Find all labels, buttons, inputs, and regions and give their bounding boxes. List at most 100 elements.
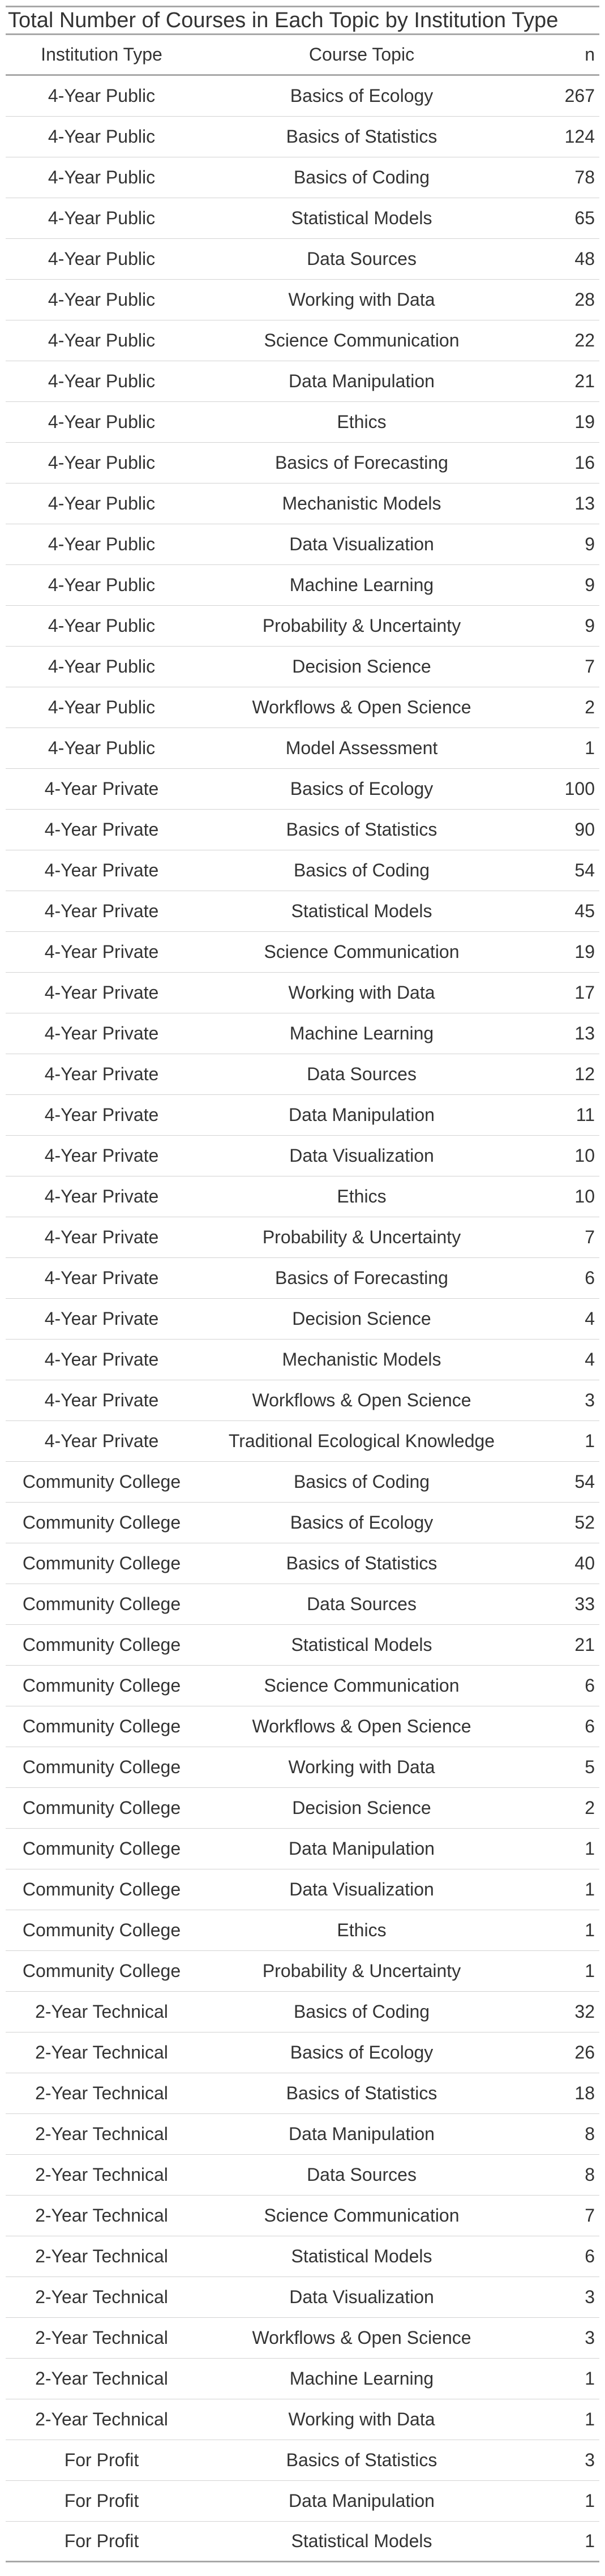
institution-type-cell: 4-Year Private: [44, 1227, 159, 1247]
count-cell: 7: [585, 656, 595, 677]
course-topic-cell: Basics of Statistics: [286, 126, 437, 147]
table-row: Community College Statistical Models 21: [6, 1625, 599, 1666]
institution-type-cell: 2-Year Technical: [35, 2042, 168, 2062]
count-cell: 22: [574, 330, 595, 350]
institution-type-cell: 4-Year Public: [48, 738, 156, 758]
course-topic-cell: Statistical Models: [291, 2531, 432, 2551]
count-cell: 2: [585, 697, 595, 717]
institution-type-cell: 2-Year Technical: [35, 2124, 168, 2144]
count-cell: 65: [574, 208, 595, 228]
table-row: 4-Year Public Science Communication 22: [6, 320, 599, 361]
count-cell: 1: [585, 2491, 595, 2511]
institution-type-cell: 4-Year Private: [44, 860, 159, 880]
count-cell: 78: [574, 167, 595, 187]
institution-type-cell: 4-Year Public: [48, 371, 156, 391]
institution-type-cell: 4-Year Public: [48, 167, 156, 187]
count-cell: 1: [585, 738, 595, 758]
count-cell: 13: [574, 1023, 595, 1043]
table-row: Community College Workflows & Open Scienc…: [6, 1706, 599, 1747]
count-cell: 1: [585, 1961, 595, 1981]
table-row: 2-Year Technical Statistical Models 6: [6, 2236, 599, 2277]
count-cell: 5: [585, 1757, 595, 1777]
course-topic-cell: Machine Learning: [289, 2368, 434, 2389]
count-cell: 267: [564, 85, 595, 106]
course-topic-cell: Probability & Uncertainty: [262, 1961, 461, 1981]
table-row: Community College Basics of Statistics 40: [6, 1543, 599, 1584]
institution-type-cell: 2-Year Technical: [35, 2164, 168, 2185]
table-row: 4-Year Private Traditional Ecological Kno…: [6, 1421, 599, 1462]
course-topic-cell: Decision Science: [292, 1798, 431, 1818]
count-cell: 54: [574, 1471, 595, 1492]
course-topic-cell: Basics of Forecasting: [275, 452, 448, 473]
count-cell: 33: [574, 1594, 595, 1614]
count-cell: 48: [574, 249, 595, 269]
institution-type-cell: 4-Year Public: [48, 452, 156, 473]
table-row: For Profit Basics of Statistics 3: [6, 2440, 599, 2481]
course-topic-cell: Basics of Coding: [293, 2001, 430, 2022]
course-topic-cell: Data Sources: [307, 1594, 417, 1614]
count-cell: 100: [564, 778, 595, 799]
count-cell: 11: [576, 1105, 595, 1125]
count-cell: 13: [574, 493, 595, 514]
course-topic-cell: Basics of Coding: [293, 1471, 430, 1492]
course-topic-cell: Machine Learning: [289, 575, 434, 595]
count-cell: 10: [574, 1186, 595, 1206]
table-row: 2-Year Technical Working with Data 1: [6, 2399, 599, 2440]
institution-type-cell: 4-Year Private: [44, 778, 159, 799]
count-cell: 54: [574, 860, 595, 880]
institution-type-cell: 4-Year Public: [48, 615, 156, 636]
institution-type-cell: 4-Year Public: [48, 126, 156, 147]
table-row: 4-Year Public Basics of Statistics 124: [6, 117, 599, 157]
table-body: 4-Year Public Basics of Ecology 267 4-Year …: [6, 76, 599, 2562]
institution-type-cell: Community College: [22, 1553, 181, 1573]
institution-type-cell: 4-Year Private: [44, 1308, 159, 1329]
count-cell: 26: [574, 2042, 595, 2062]
course-topic-cell: Decision Science: [292, 1308, 431, 1329]
course-topic-cell: Ethics: [337, 412, 387, 432]
count-cell: 1: [585, 2531, 595, 2551]
institution-type-cell: 4-Year Private: [44, 1349, 159, 1370]
course-topic-cell: Basics of Ecology: [290, 85, 434, 106]
table-row: 4-Year Private Working with Data 17: [6, 973, 599, 1013]
count-cell: 16: [574, 452, 595, 473]
institution-type-cell: 4-Year Private: [44, 1390, 159, 1410]
table-row: Community College Data Sources 33: [6, 1584, 599, 1625]
course-topic-cell: Data Manipulation: [289, 1105, 435, 1125]
table-row: Community College Working with Data 5: [6, 1747, 599, 1788]
course-topic-cell: Statistical Models: [291, 901, 432, 921]
course-topic-cell: Working with Data: [288, 982, 435, 1003]
institution-type-cell: 4-Year Public: [48, 412, 156, 432]
count-cell: 18: [574, 2083, 595, 2103]
institution-type-cell: 2-Year Technical: [35, 2246, 168, 2266]
table-row: 4-Year Public Ethics 19: [6, 402, 599, 443]
institution-type-cell: For Profit: [64, 2450, 139, 2470]
count-cell: 8: [585, 2124, 595, 2144]
institution-type-cell: Community College: [22, 1512, 181, 1533]
institution-type-cell: 4-Year Private: [44, 1023, 159, 1043]
course-topic-cell: Science Communication: [264, 1675, 460, 1696]
table-row: 4-Year Private Statistical Models 45: [6, 891, 599, 932]
table-row: 4-Year Public Workflows & Open Science 2: [6, 687, 599, 728]
count-cell: 28: [574, 289, 595, 310]
count-cell: 40: [574, 1553, 595, 1573]
institution-type-cell: 4-Year Private: [44, 1064, 159, 1084]
table-row: 4-Year Public Data Manipulation 21: [6, 361, 599, 402]
course-topic-cell: Basics of Statistics: [286, 2083, 437, 2103]
table-row: 4-Year Private Data Manipulation 11: [6, 1095, 599, 1136]
institution-type-cell: 4-Year Private: [44, 1145, 159, 1166]
institution-type-cell: 4-Year Private: [44, 1105, 159, 1125]
institution-type-cell: Community College: [22, 1879, 181, 1899]
table-row: 4-Year Private Decision Science 4: [6, 1299, 599, 1340]
table-title: Total Number of Courses in Each Topic by…: [6, 6, 599, 35]
table-row: Community College Basics of Ecology 52: [6, 1503, 599, 1543]
course-topic-cell: Traditional Ecological Knowledge: [228, 1431, 495, 1451]
table-row: 4-Year Private Machine Learning 13: [6, 1013, 599, 1054]
count-cell: 19: [574, 942, 595, 962]
count-cell: 12: [574, 1064, 595, 1084]
count-cell: 1: [585, 2368, 595, 2389]
institution-type-cell: 4-Year Public: [48, 85, 156, 106]
table-row: 4-Year Private Ethics 10: [6, 1176, 599, 1217]
institution-type-cell: 4-Year Private: [44, 819, 159, 840]
table-row: Community College Ethics 1: [6, 1910, 599, 1951]
institution-type-cell: Community College: [22, 1838, 181, 1859]
